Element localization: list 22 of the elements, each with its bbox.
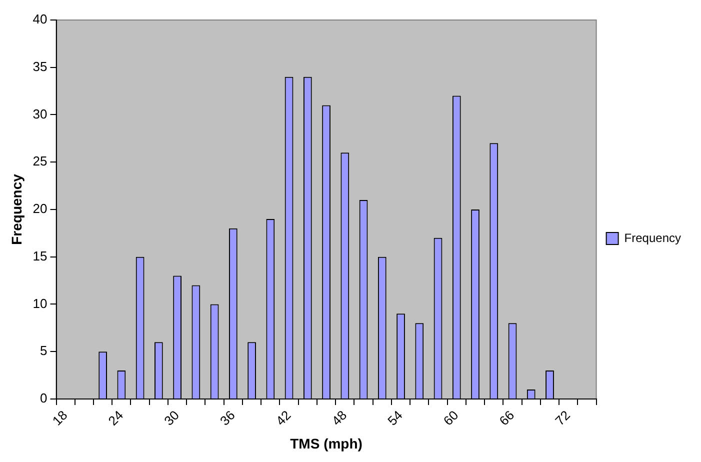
y-tick-label: 5 — [40, 343, 48, 358]
x-tick-label: 42 — [272, 408, 294, 428]
x-tick-label: 18 — [49, 408, 70, 428]
x-axis-title: TMS (mph) — [290, 435, 362, 452]
legend-label: Frequency — [624, 230, 682, 245]
x-tick-label: 30 — [161, 408, 182, 428]
y-tick-label: 15 — [32, 248, 48, 264]
y-tick-label: 25 — [32, 154, 48, 169]
y-axis-title: Frequency — [8, 174, 24, 245]
x-tick-label: 24 — [105, 408, 126, 428]
y-tick-label: 20 — [32, 201, 48, 216]
x-tick-label: 66 — [496, 408, 518, 428]
y-tick-label: 10 — [32, 296, 48, 311]
y-tick-label: 0 — [40, 390, 48, 406]
y-tick-label: 40 — [32, 12, 48, 27]
x-tick-label: 60 — [440, 408, 462, 428]
x-tick-label: 54 — [384, 408, 406, 428]
x-tick-label: 48 — [328, 408, 350, 428]
x-tick-label: 72 — [552, 408, 574, 428]
y-tick-label: 30 — [32, 106, 48, 122]
y-tick-label: 35 — [32, 58, 48, 74]
x-tick-label: 36 — [216, 408, 238, 428]
